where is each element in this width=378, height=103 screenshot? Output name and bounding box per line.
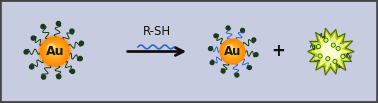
FancyBboxPatch shape: [1, 1, 377, 102]
Circle shape: [336, 46, 340, 50]
Circle shape: [226, 45, 233, 52]
Circle shape: [57, 75, 61, 79]
Circle shape: [39, 36, 71, 67]
Circle shape: [42, 39, 67, 64]
Circle shape: [252, 38, 256, 42]
Circle shape: [49, 46, 60, 57]
Circle shape: [54, 51, 56, 52]
Circle shape: [226, 26, 230, 30]
Circle shape: [42, 75, 46, 79]
Circle shape: [220, 39, 245, 64]
Circle shape: [41, 25, 45, 29]
Circle shape: [224, 43, 241, 60]
Circle shape: [52, 49, 58, 54]
Circle shape: [50, 47, 60, 56]
Polygon shape: [308, 28, 354, 75]
Polygon shape: [311, 32, 350, 71]
Circle shape: [326, 57, 330, 61]
Text: +: +: [271, 43, 285, 60]
Circle shape: [227, 46, 238, 57]
Circle shape: [226, 45, 239, 58]
Circle shape: [228, 47, 237, 56]
Circle shape: [43, 40, 66, 63]
Text: Au: Au: [46, 45, 64, 58]
Circle shape: [70, 69, 74, 73]
Circle shape: [53, 50, 57, 53]
Circle shape: [47, 44, 55, 52]
Circle shape: [230, 49, 235, 54]
Circle shape: [333, 59, 337, 63]
Text: R-SH: R-SH: [143, 25, 171, 38]
Circle shape: [232, 51, 233, 52]
Circle shape: [316, 44, 321, 49]
Circle shape: [45, 42, 64, 61]
Circle shape: [214, 34, 218, 38]
Circle shape: [38, 35, 71, 68]
Circle shape: [318, 54, 322, 58]
Circle shape: [222, 41, 243, 62]
Circle shape: [241, 28, 245, 32]
Circle shape: [235, 73, 239, 77]
Circle shape: [79, 41, 84, 45]
Circle shape: [223, 42, 242, 61]
Circle shape: [70, 29, 74, 33]
Circle shape: [31, 36, 36, 40]
Circle shape: [24, 50, 28, 54]
Circle shape: [248, 66, 251, 70]
Circle shape: [324, 38, 328, 42]
Circle shape: [322, 42, 340, 61]
Circle shape: [254, 53, 258, 56]
Circle shape: [223, 42, 242, 61]
Circle shape: [221, 40, 244, 63]
Text: Au: Au: [224, 45, 241, 58]
Circle shape: [331, 43, 335, 47]
Circle shape: [229, 48, 236, 55]
Circle shape: [46, 43, 64, 60]
Circle shape: [341, 54, 345, 59]
Circle shape: [209, 47, 212, 51]
Circle shape: [210, 61, 214, 64]
Circle shape: [51, 48, 59, 55]
Circle shape: [221, 69, 225, 73]
Circle shape: [48, 45, 62, 58]
Circle shape: [44, 41, 65, 62]
Circle shape: [78, 56, 82, 61]
Circle shape: [228, 47, 237, 56]
Circle shape: [47, 44, 62, 59]
Circle shape: [42, 38, 68, 65]
Circle shape: [29, 65, 34, 69]
Circle shape: [231, 50, 234, 53]
Circle shape: [225, 44, 240, 59]
Circle shape: [40, 37, 69, 66]
Circle shape: [56, 21, 60, 26]
